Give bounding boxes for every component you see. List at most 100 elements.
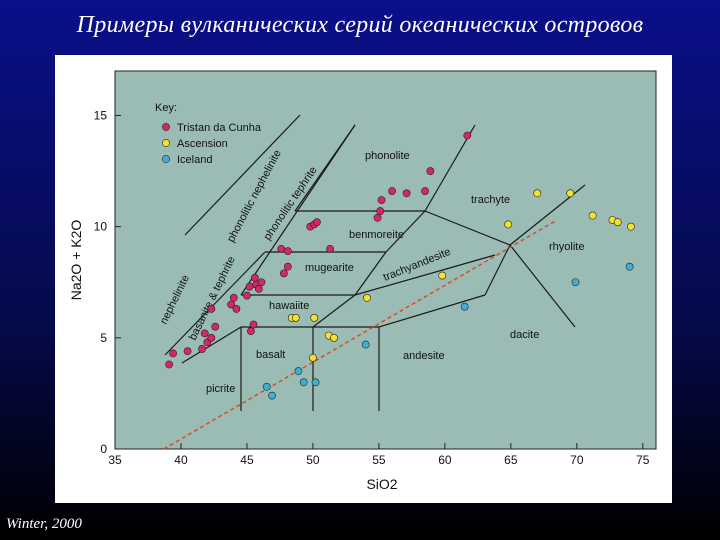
data-point-tristan-da-cunha [247,327,255,336]
label-hawaiite: hawaiite [269,300,309,312]
chart-key: Key: Tristan da Cunha Ascension Iceland [155,102,262,166]
boundary-dacite-left [378,294,486,328]
key-label-iceland: Iceland [177,154,212,166]
data-point-ascension [309,353,317,362]
data-point-tristan-da-cunha [165,360,173,369]
key-label-ascension: Ascension [177,138,228,150]
data-point-tristan-da-cunha [326,244,334,253]
boundary-nephelinite [164,251,266,356]
boundary-tephrite [240,124,356,296]
data-point-tristan-da-cunha [243,291,251,300]
data-point-tristan-da-cunha [254,285,263,293]
label-picrite: picrite [206,383,235,395]
data-point-tristan-da-cunha [257,278,266,287]
x-tick-label: 70 [570,453,584,467]
boundary-picrite-top [181,326,242,364]
data-point-tristan-da-cunha [283,262,292,271]
data-point-iceland [311,378,320,387]
data-point-iceland [262,382,271,391]
data-point-tristan-da-cunha [377,196,386,204]
slide-title: Примеры вулканических серий океанических… [76,12,644,38]
data-point-tristan-da-cunha [388,187,396,195]
data-point-tristan-da-cunha [229,293,238,302]
data-point-tristan-da-cunha [245,282,254,291]
label-benmoreite: benmoreite [349,229,404,241]
key-marker-iceland [162,155,170,163]
boundary-trachyte-right [509,244,576,328]
data-point-ascension [627,222,635,231]
y-tick-label: 15 [94,108,108,122]
data-point-tristan-da-cunha [277,244,286,253]
key-marker-ascension [162,139,170,147]
data-point-tristan-da-cunha [279,269,288,278]
label-andesite: andesite [403,350,445,362]
x-tick-label: 75 [636,453,650,467]
data-point-ascension [504,220,513,229]
data-point-ascension [533,189,542,198]
data-point-ascension [291,313,300,322]
boundary-phonolite-right [424,124,476,212]
data-point-tristan-da-cunha [200,329,209,338]
data-point-tristan-da-cunha [207,333,216,342]
data-point-iceland [268,391,276,400]
y-tick-label: 5 [100,331,107,345]
source-credit: Winter, 2000 [6,516,82,532]
data-point-iceland [294,367,303,376]
data-point-ascension [438,271,447,280]
data-point-iceland [361,340,370,349]
data-point-tristan-da-cunha [183,347,192,356]
data-point-tristan-da-cunha [463,131,472,140]
boundary-dacite-mid [484,244,511,296]
x-tick-label: 50 [306,453,320,467]
data-point-tristan-da-cunha [207,305,216,313]
key-label-tristan: Tristan da Cunha [177,122,262,134]
boundary-phonolitic-nephelinite [184,114,301,236]
x-tick-label: 55 [372,453,386,467]
data-point-tristan-da-cunha [227,300,236,309]
alkaline-subalkaline-divide [163,219,558,450]
data-point-ascension [310,313,319,322]
data-point-tristan-da-cunha [402,189,411,198]
axis-ticks: 35 40 45 50 55 60 65 70 75 0 5 10 15 [94,108,650,467]
data-point-tristan-da-cunha [250,273,259,282]
label-rhyolite: rhyolite [549,241,584,253]
x-tick-label: 65 [504,453,518,467]
data-point-ascension [588,211,597,220]
data-point-tristan-da-cunha [376,207,385,215]
label-phonolite: phonolite [365,150,410,162]
data-point-tristan-da-cunha [249,320,258,329]
data-point-tristan-da-cunha [421,187,429,195]
x-tick-label: 60 [438,453,452,467]
data-point-iceland [460,302,469,311]
y-tick-label: 10 [94,220,108,234]
data-point-ascension [330,333,338,342]
data-point-tristan-da-cunha [232,305,241,313]
data-points [165,131,635,400]
plot-area [114,70,657,450]
data-point-tristan-da-cunha [373,213,382,222]
x-tick-label: 40 [174,453,188,467]
boundary-mugearite-right [354,251,387,296]
data-point-tristan-da-cunha [169,349,177,358]
data-point-ascension [363,293,371,302]
label-trachyte: trachyte [471,194,510,206]
data-point-tristan-da-cunha [312,218,321,227]
data-point-ascension [566,189,575,198]
data-point-tristan-da-cunha [426,167,435,175]
tas-diagram: phonolite phonolitic nephelinite phonoli… [55,55,672,503]
data-point-iceland [625,262,634,271]
label-basalt: basalt [256,349,285,361]
x-tick-label: 45 [240,453,254,467]
data-point-iceland [571,278,580,287]
data-point-tristan-da-cunha [198,345,206,353]
boundary-benmoreite-right [385,210,426,253]
tas-chart-svg: phonolite phonolitic nephelinite phonoli… [68,70,657,492]
boundary-hawaiite-right [312,294,356,328]
label-dacite: dacite [510,329,539,341]
data-point-ascension [613,218,622,227]
y-axis-title: Na2O + K2O [68,220,84,301]
data-point-iceland [299,378,308,387]
boundary-trachyte-base [424,210,511,246]
x-axis-title: SiO2 [366,476,397,492]
data-point-tristan-da-cunha [283,247,292,256]
